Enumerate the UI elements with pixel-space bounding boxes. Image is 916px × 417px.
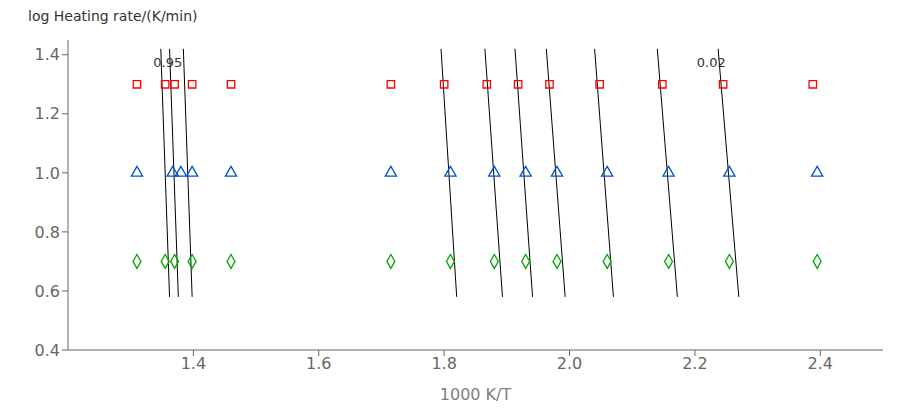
svg-text:2.0: 2.0 [557, 354, 582, 373]
svg-text:1.0: 1.0 [35, 164, 60, 183]
svg-text:0.02: 0.02 [697, 55, 726, 70]
html-text:log Heating rate/(K/min): log Heating rate/(K/min) [28, 8, 198, 24]
svg-text:0.4: 0.4 [35, 341, 60, 360]
svg-text:2.2: 2.2 [682, 354, 707, 373]
svg-text:1000 K/T: 1000 K/T [440, 385, 512, 404]
svg-text:1.4: 1.4 [35, 45, 60, 64]
svg-text:0.8: 0.8 [35, 223, 60, 242]
svg-text:1.6: 1.6 [306, 354, 331, 373]
svg-text:0.95: 0.95 [153, 55, 182, 70]
svg-text:1.8: 1.8 [431, 354, 456, 373]
svg-text:1.4: 1.4 [181, 354, 206, 373]
svg-text:2.4: 2.4 [808, 354, 833, 373]
svg-text:0.6: 0.6 [35, 282, 60, 301]
svg-text:1.2: 1.2 [35, 104, 60, 123]
